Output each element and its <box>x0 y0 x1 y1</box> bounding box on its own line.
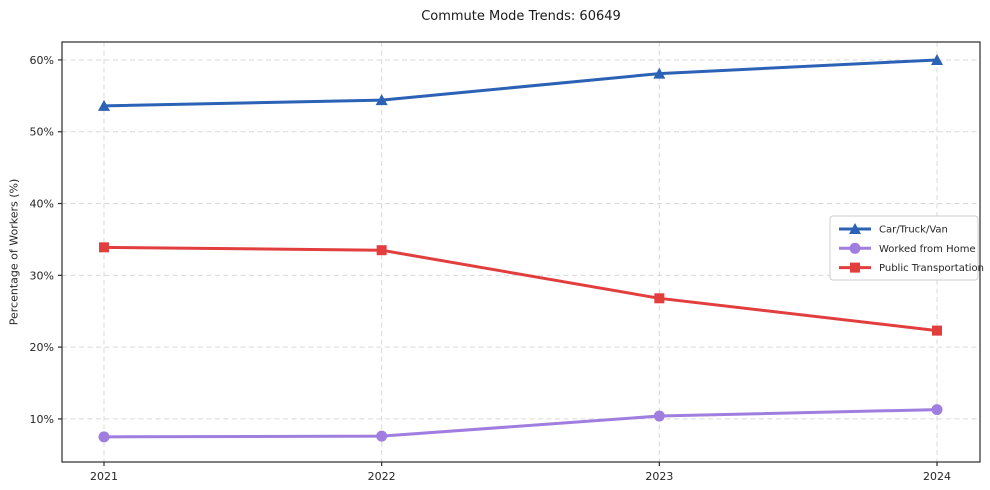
data-point-car-truck-van <box>98 99 110 111</box>
legend-label-worked-from-home: Worked from Home <box>879 244 976 255</box>
legend-box <box>829 215 979 281</box>
x-tick-label: 2021 <box>90 470 118 483</box>
data-point-car-truck-van <box>931 53 943 65</box>
data-point-worked-from-home <box>931 404 943 416</box>
y-tick-label: 50% <box>30 126 54 139</box>
data-point-worked-from-home <box>653 410 665 422</box>
data-point-public-transportation <box>99 242 109 253</box>
data-point-worked-from-home <box>98 431 110 443</box>
x-tick-label: 2022 <box>368 470 396 483</box>
data-point-car-truck-van <box>653 67 666 79</box>
y-tick-label: 30% <box>30 269 54 282</box>
y-tick-label: 40% <box>30 198 54 211</box>
series-line-car-truck-van <box>102 58 939 108</box>
data-point-car-truck-van <box>375 94 388 106</box>
x-tick-label: 2023 <box>645 470 673 483</box>
y-tick-label: 60% <box>30 54 54 67</box>
legend-marker-circle-icon <box>849 242 861 254</box>
y-tick-label: 10% <box>30 413 54 426</box>
chart-title: Commute Mode Trends: 60649 <box>421 9 621 24</box>
legend-label-public-transportation: Public Transportation <box>879 263 984 274</box>
series-line-worked-from-home <box>102 408 939 439</box>
plot-border <box>61 41 981 463</box>
series-line-public-transportation <box>102 245 939 333</box>
data-point-public-transportation <box>376 245 387 256</box>
legend-marker-triangle-icon <box>849 223 861 234</box>
data-point-worked-from-home <box>376 430 388 442</box>
x-tick-label: 2024 <box>923 470 951 483</box>
data-point-public-transportation <box>654 293 665 304</box>
data-point-public-transportation <box>932 325 942 336</box>
legend-marker-square-icon <box>850 262 860 273</box>
y-tick-label: 20% <box>30 341 54 354</box>
legend-label-car-truck-van: Car/Truck/Van <box>879 225 948 236</box>
